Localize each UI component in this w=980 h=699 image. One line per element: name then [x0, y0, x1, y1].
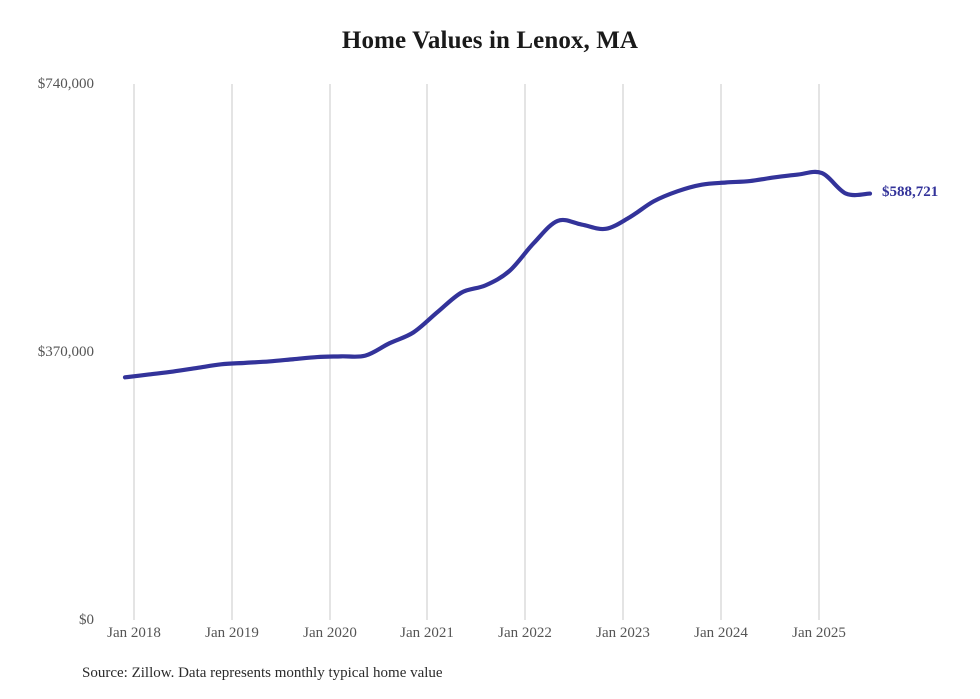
- y-axis-tick-label-top: $740,000: [37, 76, 94, 92]
- x-axis-tick-label-jan-2025: Jan 2025: [792, 625, 846, 641]
- x-axis-tick-label-jan-2021: Jan 2021: [400, 625, 454, 641]
- end-point-value-label: $588,721: [882, 183, 939, 200]
- x-axis-tick-label-jan-2018: Jan 2018: [107, 625, 161, 641]
- chart-title: Home Values in Lenox, MA: [341, 27, 639, 54]
- y-axis-tick-label-mid: $370,000: [37, 344, 94, 360]
- data-line-typical-home-value: [122, 169, 873, 380]
- y-axis-tick-label-zero: $0: [79, 612, 94, 628]
- x-axis-tick-label-jan-2022: Jan 2022: [498, 625, 552, 641]
- x-axis-tick-label-jan-2019: Jan 2019: [205, 625, 259, 641]
- x-axis-tick-label-jan-2024: Jan 2024: [694, 625, 748, 641]
- source-note: Source: Zillow. Data represents monthly …: [82, 665, 443, 681]
- gridlines: [133, 84, 820, 620]
- x-axis-tick-label-jan-2020: Jan 2020: [303, 625, 357, 641]
- x-axis-tick-label-jan-2023: Jan 2023: [596, 625, 650, 641]
